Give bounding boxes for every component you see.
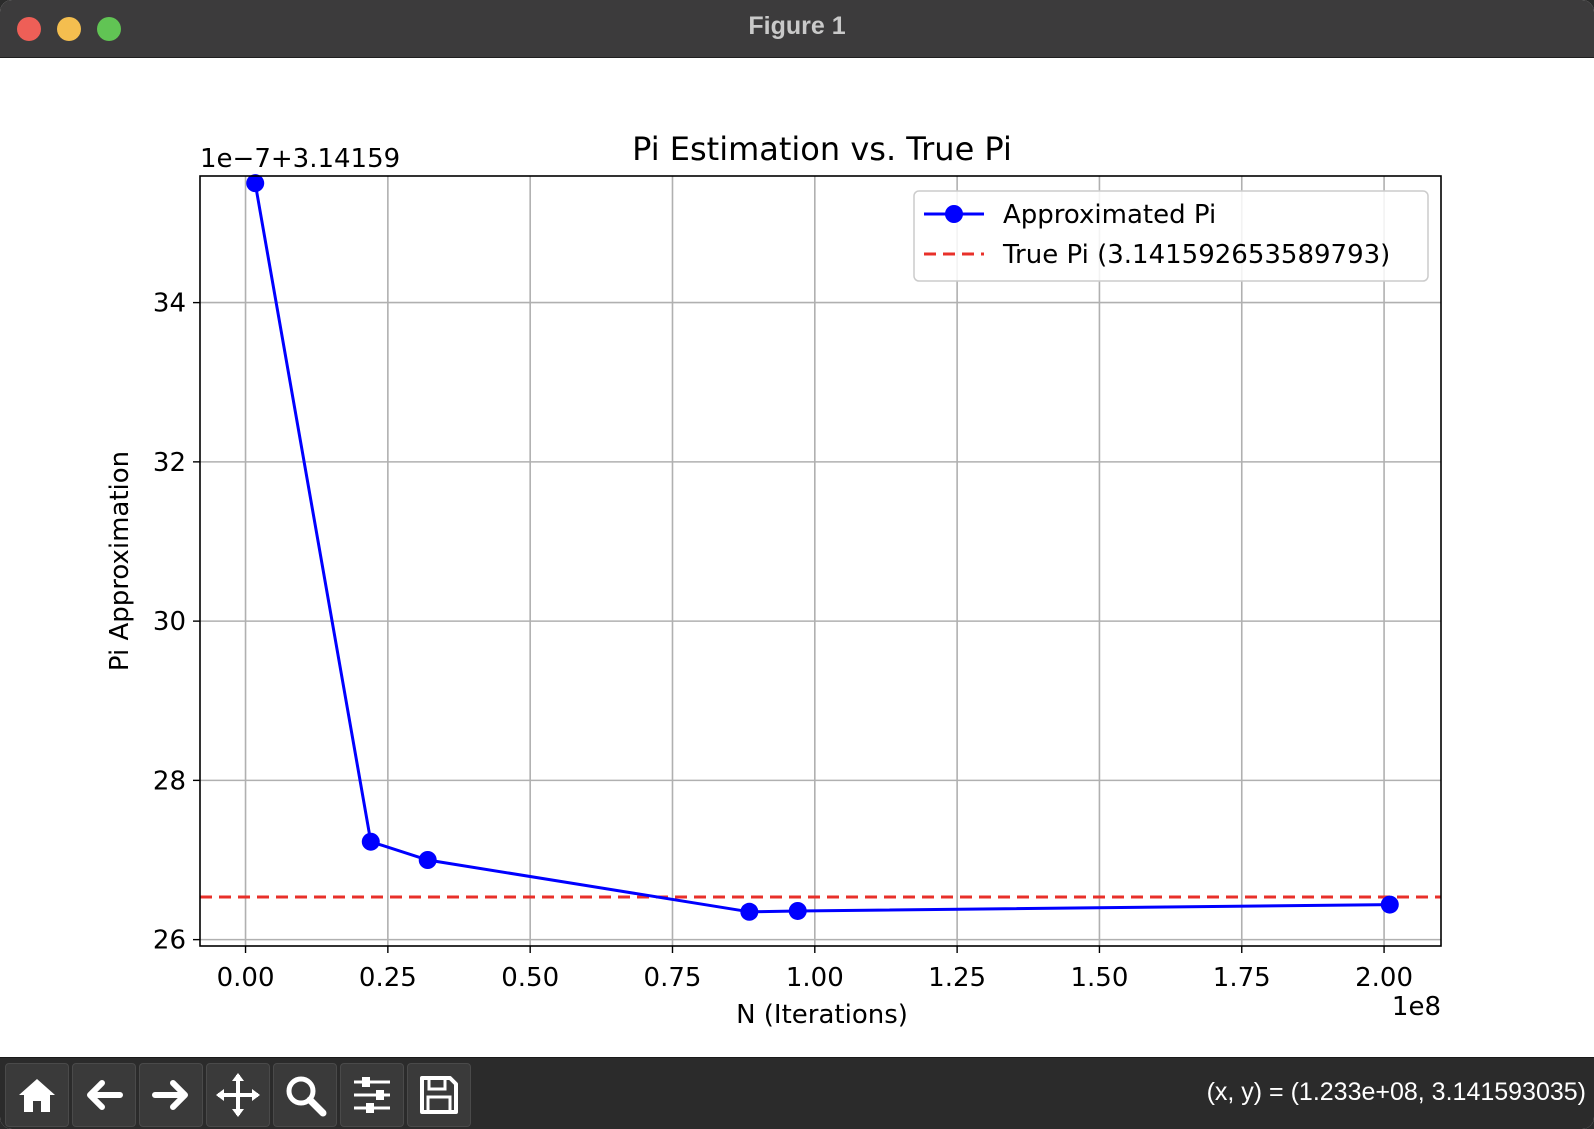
pan-icon	[216, 1073, 260, 1117]
approx-pi-point	[1380, 895, 1399, 914]
legend-label-true-pi: True Pi (3.141592653589793)	[1002, 240, 1390, 270]
tick-layer: 0.00 0.25 0.50 0.75 1.00 1.25 1.50 1.75 2.00 26 28…	[153, 289, 1413, 993]
x-tick-label: 1.00	[786, 963, 844, 993]
x-tick-label: 0.75	[644, 963, 702, 993]
x-offset-label: 1e8	[1392, 992, 1441, 1022]
pan-button[interactable]	[206, 1063, 270, 1127]
x-tick-label: 2.00	[1355, 963, 1413, 993]
legend-label-approx: Approximated Pi	[1003, 200, 1216, 230]
approx-pi-point	[740, 902, 759, 921]
x-tick-label: 0.25	[359, 963, 417, 993]
y-tick-label: 28	[153, 766, 186, 796]
back-arrow-icon	[87, 1080, 123, 1110]
forward-arrow-icon	[152, 1080, 188, 1110]
x-tick-label: 0.50	[501, 963, 559, 993]
y-tick-label: 26	[153, 926, 186, 956]
forward-button[interactable]	[139, 1063, 203, 1127]
maximize-window-button[interactable]	[97, 17, 121, 41]
x-tick-label: 1.75	[1213, 963, 1271, 993]
y-tick-label: 34	[153, 289, 186, 319]
save-button[interactable]	[407, 1063, 471, 1127]
configure-subplots-button[interactable]	[340, 1063, 404, 1127]
window-title: Figure 1	[748, 12, 846, 40]
home-button[interactable]	[5, 1063, 69, 1127]
title-bar[interactable]: Figure 1	[0, 0, 1594, 58]
x-tick-label: 1.25	[928, 963, 986, 993]
approx-pi-point	[788, 901, 807, 920]
axes-frame	[199, 175, 1442, 947]
approx-pi-point	[361, 832, 380, 851]
zoom-icon	[286, 1076, 327, 1117]
x-tick-label: 1.50	[1070, 963, 1128, 993]
approx-pi-point	[418, 851, 437, 870]
x-tick-label: 0.00	[217, 963, 275, 993]
y-offset-label: 1e−7+3.14159	[200, 144, 400, 174]
chart-title: Pi Estimation vs. True Pi	[632, 130, 1012, 168]
minimize-window-button[interactable]	[57, 17, 81, 41]
y-tick-label: 30	[153, 607, 186, 637]
legend-marker-approx	[945, 205, 963, 223]
y-axis-label: Pi Approximation	[105, 451, 135, 671]
close-window-button[interactable]	[17, 17, 41, 41]
toolbar: (x, y) = (1.233e+08, 3.141593035)	[0, 1057, 1594, 1129]
cursor-coordinates: (x, y) = (1.233e+08, 3.141593035)	[1206, 1078, 1586, 1106]
save-icon	[420, 1076, 458, 1114]
back-button[interactable]	[72, 1063, 136, 1127]
grid-layer	[200, 176, 1441, 946]
zoom-button[interactable]	[273, 1063, 337, 1127]
series-layer	[200, 174, 1441, 921]
y-tick-label: 32	[153, 448, 186, 478]
legend-box	[913, 190, 1429, 282]
x-axis-label: N (Iterations)	[736, 1000, 908, 1030]
approx-pi-point	[246, 174, 265, 193]
configure-subplots-icon	[354, 1077, 390, 1113]
legend: Approximated Pi True Pi (3.1415926535897…	[913, 190, 1429, 282]
approx-pi-line	[253, 182, 1390, 914]
home-icon	[19, 1079, 55, 1112]
figure-canvas[interactable]: 0.00 0.25 0.50 0.75 1.00 1.25 1.50 1.75 2.00 26 28…	[0, 58, 1594, 1057]
chart-svg[interactable]: 0.00 0.25 0.50 0.75 1.00 1.25 1.50 1.75 2.00 26 28…	[0, 58, 1594, 1057]
